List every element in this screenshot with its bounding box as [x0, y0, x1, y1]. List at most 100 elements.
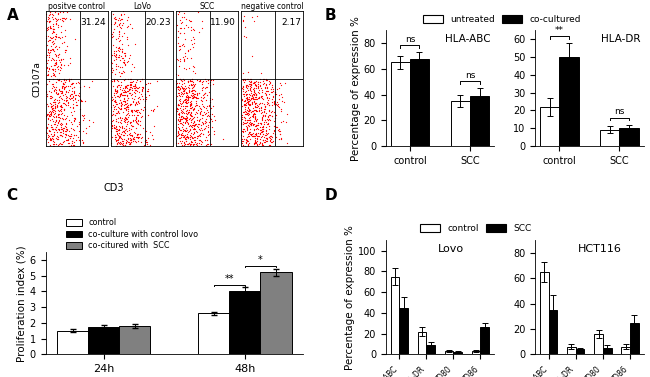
Point: [183, 109, 194, 115]
Point: [179, 77, 190, 83]
Point: [198, 131, 208, 137]
Point: [63, 137, 73, 143]
Point: [109, 90, 120, 96]
Point: [125, 21, 136, 27]
Point: [258, 76, 268, 82]
Point: [199, 94, 209, 100]
Point: [116, 49, 127, 55]
Point: [110, 98, 120, 104]
Point: [177, 134, 188, 140]
Point: [48, 118, 58, 124]
Point: [111, 110, 122, 116]
Point: [49, 63, 60, 69]
Point: [44, 37, 54, 43]
Point: [42, 27, 53, 33]
Point: [188, 93, 199, 99]
Point: [148, 108, 158, 114]
Point: [81, 130, 91, 136]
Point: [46, 11, 56, 17]
Point: [53, 57, 64, 63]
Point: [176, 109, 186, 115]
Point: [188, 132, 199, 138]
Point: [251, 116, 261, 123]
Point: [122, 138, 132, 144]
Point: [64, 92, 75, 98]
Point: [193, 117, 203, 123]
Point: [238, 119, 248, 125]
Point: [57, 83, 68, 89]
Bar: [621, 347, 630, 354]
Point: [251, 91, 261, 97]
Point: [123, 136, 133, 142]
Point: [181, 136, 191, 142]
Point: [236, 121, 246, 127]
Point: [109, 78, 119, 84]
Point: [113, 127, 124, 133]
Point: [179, 43, 190, 49]
Point: [114, 110, 124, 116]
Point: [122, 116, 133, 123]
Point: [138, 125, 148, 131]
Point: [48, 136, 58, 142]
Point: [48, 141, 58, 147]
Point: [186, 92, 196, 98]
Point: [190, 70, 200, 76]
Point: [127, 123, 137, 129]
Point: [185, 18, 196, 24]
Point: [186, 123, 196, 129]
Point: [187, 92, 198, 98]
Point: [185, 46, 196, 52]
Point: [183, 84, 193, 90]
Point: [49, 88, 59, 94]
Point: [187, 116, 198, 122]
Point: [242, 119, 252, 125]
Point: [250, 90, 261, 96]
Point: [44, 18, 54, 24]
Point: [247, 93, 257, 99]
Point: [41, 35, 51, 41]
Point: [272, 124, 283, 130]
Point: [49, 51, 60, 57]
Point: [49, 99, 59, 105]
Point: [45, 9, 55, 15]
Point: [47, 85, 58, 91]
Point: [181, 128, 191, 134]
Point: [259, 139, 270, 145]
Point: [122, 111, 133, 117]
Point: [201, 109, 211, 115]
Point: [74, 80, 85, 86]
Point: [70, 36, 80, 42]
Point: [51, 21, 61, 28]
Point: [41, 34, 51, 40]
Point: [173, 106, 183, 112]
Point: [256, 93, 266, 100]
Point: [125, 136, 136, 142]
Point: [240, 98, 250, 104]
Point: [251, 132, 261, 138]
Point: [58, 9, 68, 15]
Point: [178, 126, 188, 132]
Point: [250, 113, 260, 120]
Point: [172, 105, 182, 111]
Point: [261, 81, 271, 87]
Point: [255, 136, 265, 142]
Point: [241, 96, 252, 102]
Point: [55, 9, 65, 15]
Point: [276, 108, 286, 114]
Point: [114, 100, 124, 106]
Point: [127, 108, 137, 114]
Point: [193, 124, 203, 130]
Point: [47, 108, 57, 114]
Point: [181, 125, 192, 131]
Point: [178, 76, 188, 82]
Point: [108, 117, 118, 123]
Point: [174, 125, 184, 131]
Point: [48, 87, 58, 93]
Point: [183, 134, 193, 140]
Point: [58, 116, 68, 122]
Point: [121, 101, 131, 107]
Point: [259, 132, 270, 138]
Point: [123, 104, 133, 110]
Point: [46, 100, 56, 106]
Point: [112, 78, 123, 84]
